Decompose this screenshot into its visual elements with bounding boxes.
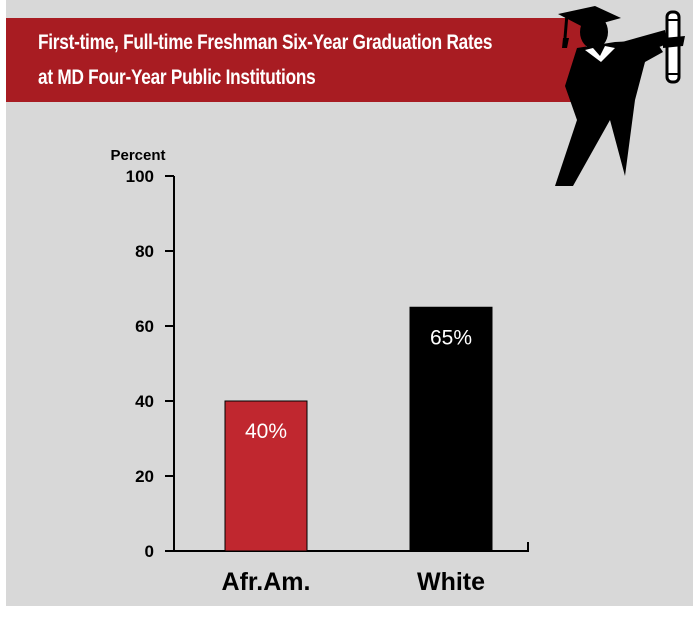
bar-white [409,306,493,552]
y-tick-label: 100 [126,167,154,186]
y-tick-label: 80 [135,242,154,261]
graduate-with-diploma-icon [555,6,685,186]
chart-title-line-2: at MD Four-Year Public Institutions [38,66,316,89]
bar-value-label: 40% [245,420,287,443]
bar-afr-am [224,400,308,552]
chart-title-line-1: First-time, Full-time Freshman Six-Year … [38,31,493,54]
y-axis-label: Percent [110,147,165,164]
x-category-label: White [417,568,485,596]
y-tick-label: 60 [135,317,154,336]
y-tick-label: 20 [135,467,154,486]
y-tick-label: 0 [145,542,154,561]
title-bar [6,18,586,102]
x-category-label: Afr.Am. [222,568,311,596]
bar-value-label: 65% [430,326,472,349]
y-tick-label: 40 [135,392,154,411]
